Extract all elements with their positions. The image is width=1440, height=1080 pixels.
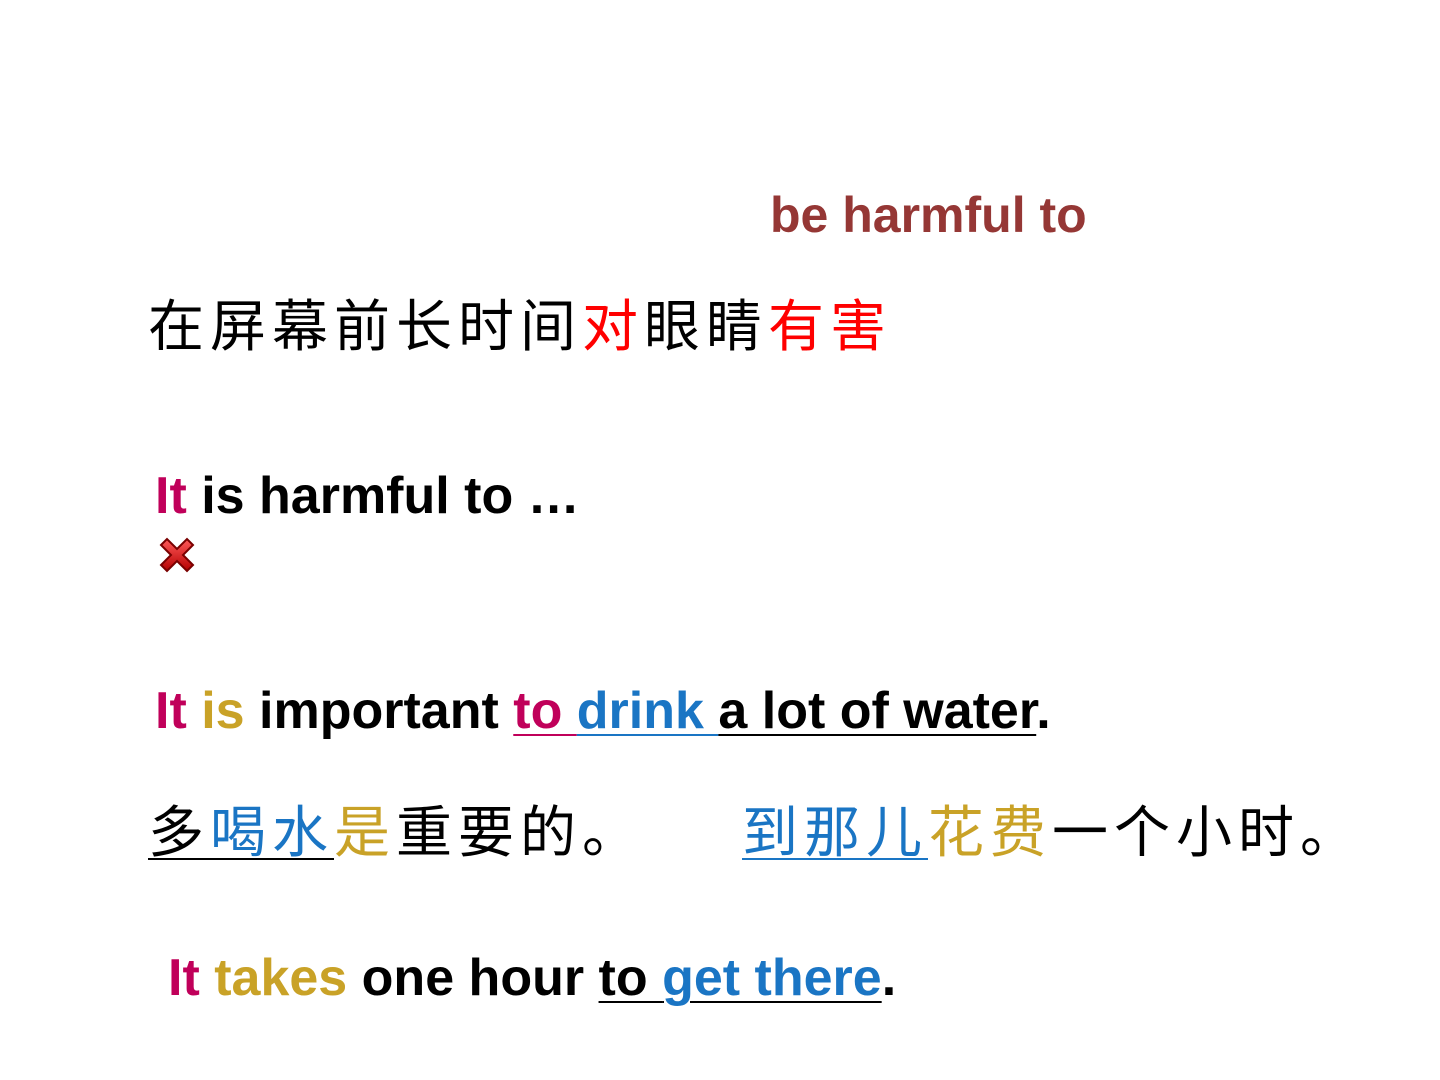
s1-subject: It [155,467,187,525]
english-sentence-3: It takes one hour to get there. [168,952,896,1004]
s2-period: . [1036,682,1051,740]
s3-rest: get there [662,949,882,1007]
zh3-part1: 到那儿 [742,801,928,866]
s3-object: one hour [347,949,599,1007]
s3-to: to [598,949,663,1007]
s3-subject: It [168,949,200,1007]
zh2-part3: 是 [334,801,396,866]
s2-subject: It [155,682,187,740]
s1-rest: is harmful to … [186,467,580,525]
s2-to: to [513,682,577,740]
s3-period: . [881,949,897,1007]
s2-drink: drink [576,682,719,740]
zh1-part3: 眼睛 [644,295,768,360]
s2-adj: important [259,682,514,740]
red-x-icon [159,537,195,573]
zh2-part4: 重要的。 [396,801,644,866]
phrase-heading: be harmful to [770,187,1087,243]
s3-verb: takes [214,949,348,1007]
chinese-sentence-2: 多喝水是重要的。 [148,806,644,862]
zh1-part1: 在屏幕前长时间 [148,295,582,360]
zh3-part3: 一个小时。 [1052,801,1362,866]
zh2-part1: 多 [148,801,210,866]
s2-verb: is [201,682,245,740]
english-sentence-1: It is harmful to … [155,470,580,522]
zh1-part4: 有害 [768,295,892,360]
chinese-sentence-3: 到那儿花费一个小时。 [742,806,1362,862]
s2-object: a lot of water [718,682,1037,740]
zh3-part2: 花费 [928,801,1052,866]
english-sentence-2: It is important to drink a lot of water. [155,685,1051,737]
zh2-part2: 喝水 [210,801,334,866]
chinese-sentence-1: 在屏幕前长时间对眼睛有害 [148,300,892,356]
zh1-part2: 对 [582,295,644,360]
